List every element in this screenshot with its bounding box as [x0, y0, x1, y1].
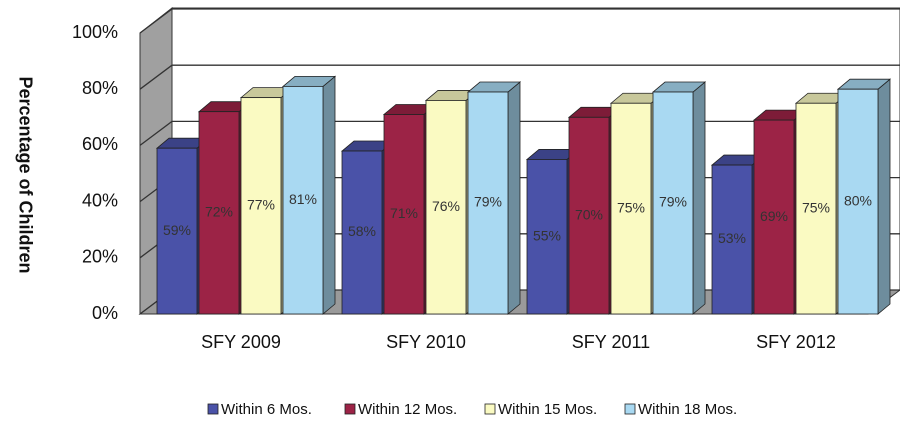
- bar: [198, 111, 240, 315]
- grid-line-side: [139, 120, 173, 146]
- legend-label: Within 15 Mos.: [498, 401, 597, 418]
- bar: [753, 119, 795, 315]
- bar-side: [692, 81, 706, 315]
- bar: [240, 97, 282, 315]
- value-label: 77%: [247, 197, 275, 213]
- value-label: 80%: [844, 192, 872, 208]
- legend-label: Within 12 Mos.: [358, 401, 457, 418]
- grid-line-side: [139, 8, 173, 34]
- grid-line-side: [139, 64, 173, 90]
- bar: [341, 150, 383, 315]
- y-tick-label: 40%: [82, 190, 118, 210]
- bar: [711, 164, 753, 315]
- value-label: 79%: [659, 194, 687, 210]
- x-tick-label: SFY 2009: [201, 332, 281, 352]
- value-label: 55%: [533, 227, 561, 243]
- value-label: 69%: [760, 208, 788, 224]
- value-label: 53%: [718, 230, 746, 246]
- value-label: 79%: [474, 194, 502, 210]
- bar: [425, 100, 467, 315]
- bar: [610, 102, 652, 315]
- y-axis-title: Percentage of Children: [15, 76, 35, 273]
- legend-swatch: [344, 403, 356, 415]
- legend-swatch: [207, 403, 219, 415]
- legend-label: Within 6 Mos.: [221, 401, 312, 418]
- y-tick-label: 100%: [72, 22, 118, 42]
- value-label: 71%: [390, 205, 418, 221]
- legend-swatch: [484, 403, 496, 415]
- bar: [383, 114, 425, 315]
- bar: [837, 88, 879, 315]
- x-tick-label: SFY 2012: [756, 332, 836, 352]
- value-label: 76%: [432, 198, 460, 214]
- value-label: 58%: [348, 223, 376, 239]
- legend-swatch: [624, 403, 636, 415]
- y-tick-label: 0%: [92, 303, 118, 323]
- value-label: 70%: [575, 206, 603, 222]
- bar: [652, 91, 694, 315]
- bar-side: [322, 75, 336, 315]
- value-label: 75%: [617, 199, 645, 215]
- x-tick-label: SFY 2010: [386, 332, 466, 352]
- bar: [467, 91, 509, 315]
- bar: [526, 159, 568, 315]
- x-tick-label: SFY 2011: [572, 332, 650, 352]
- value-label: 75%: [802, 199, 830, 215]
- value-label: 72%: [205, 204, 233, 220]
- bar: [795, 102, 837, 315]
- bar-side: [877, 78, 891, 315]
- bar: [156, 147, 198, 315]
- y-tick-label: 80%: [82, 78, 118, 98]
- y-tick-label: 60%: [82, 134, 118, 154]
- bar: [282, 85, 324, 315]
- legend-label: Within 18 Mos.: [638, 401, 737, 418]
- value-label: 81%: [289, 191, 317, 207]
- bar: [568, 116, 610, 315]
- bar-side: [507, 81, 521, 315]
- value-label: 59%: [163, 222, 191, 238]
- y-tick-label: 20%: [82, 247, 118, 267]
